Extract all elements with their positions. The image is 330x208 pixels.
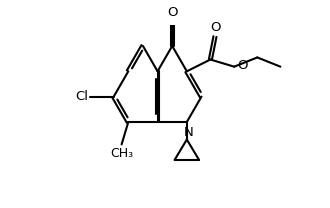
Text: O: O — [167, 6, 178, 19]
Text: CH₃: CH₃ — [110, 147, 133, 160]
Text: Cl: Cl — [75, 90, 88, 103]
Text: O: O — [211, 21, 221, 34]
Text: N: N — [183, 126, 193, 139]
Text: O: O — [237, 59, 248, 72]
